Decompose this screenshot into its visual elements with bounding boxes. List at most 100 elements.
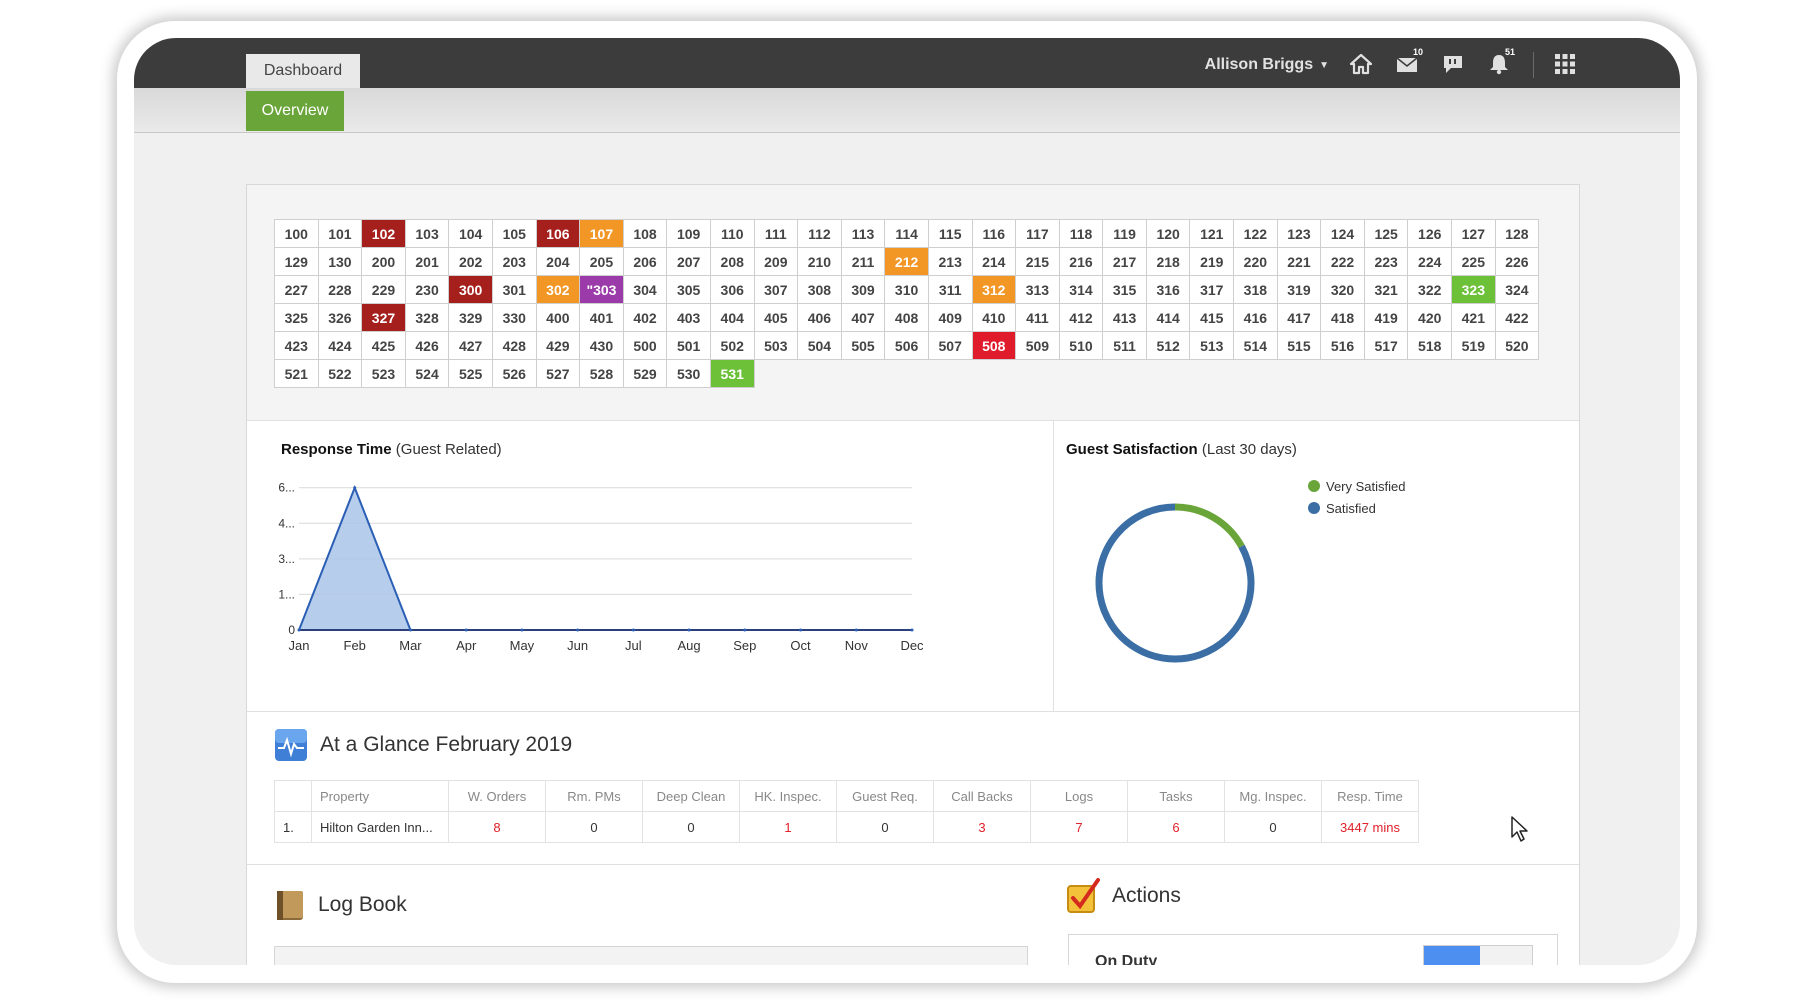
room-cell[interactable]: 515 <box>1277 332 1322 360</box>
room-cell[interactable]: 201 <box>405 248 450 276</box>
room-cell[interactable]: 222 <box>1321 248 1365 276</box>
room-cell[interactable]: 121 <box>1190 220 1235 248</box>
room-cell[interactable]: 525 <box>449 360 493 388</box>
room-cell[interactable]: 327 <box>362 304 406 332</box>
room-cell[interactable]: 221 <box>1277 248 1322 276</box>
room-cell[interactable]: 524 <box>405 360 450 388</box>
room-cell[interactable]: 217 <box>1103 248 1147 276</box>
tab-dashboard[interactable]: Dashboard <box>246 54 360 88</box>
data-point[interactable] <box>520 628 524 632</box>
room-cell[interactable]: 228 <box>318 276 363 304</box>
column-header[interactable]: Property <box>311 780 449 812</box>
room-cell[interactable]: 313 <box>1016 276 1060 304</box>
room-cell[interactable]: 308 <box>798 276 842 304</box>
table-row[interactable]: 1. Hilton Garden Inn... 8 0 0 1 0 3 7 6 0 3447 mins <box>274 811 1419 843</box>
data-point[interactable] <box>297 628 301 632</box>
tab-overview[interactable]: Overview <box>246 91 344 131</box>
room-cell[interactable]: 105 <box>492 220 537 248</box>
data-point[interactable] <box>687 628 691 632</box>
room-cell[interactable]: 106 <box>536 220 581 248</box>
bell-icon[interactable]: 51 <box>1487 47 1515 77</box>
metric-cell[interactable]: 1 <box>739 811 837 843</box>
room-cell[interactable]: 112 <box>798 220 842 248</box>
room-cell[interactable]: 422 <box>1495 304 1540 332</box>
room-cell[interactable]: 420 <box>1408 304 1453 332</box>
room-cell[interactable]: 502 <box>710 332 755 360</box>
column-header[interactable]: Logs <box>1030 780 1128 812</box>
room-cell[interactable]: 130 <box>318 248 363 276</box>
room-cell[interactable]: 301 <box>492 276 537 304</box>
room-cell[interactable]: 519 <box>1452 332 1496 360</box>
column-header[interactable]: Rm. PMs <box>545 780 643 812</box>
room-cell[interactable]: 312 <box>972 276 1017 304</box>
column-header[interactable]: Tasks <box>1127 780 1225 812</box>
room-cell[interactable]: 119 <box>1103 220 1147 248</box>
room-cell[interactable]: 206 <box>623 248 668 276</box>
room-cell[interactable]: 208 <box>710 248 755 276</box>
room-cell[interactable]: 407 <box>841 304 886 332</box>
room-cell[interactable]: 202 <box>449 248 493 276</box>
room-cell[interactable]: 326 <box>318 304 363 332</box>
room-cell[interactable]: 122 <box>1234 220 1278 248</box>
metric-cell[interactable]: 8 <box>448 811 546 843</box>
room-cell[interactable]: 111 <box>754 220 799 248</box>
room-cell[interactable]: 426 <box>405 332 450 360</box>
room-cell[interactable]: 117 <box>1016 220 1060 248</box>
room-cell[interactable]: 203 <box>492 248 537 276</box>
room-cell[interactable]: 314 <box>1059 276 1104 304</box>
room-cell[interactable]: 205 <box>580 248 624 276</box>
column-header[interactable]: Mg. Inspec. <box>1224 780 1322 812</box>
metric-cell[interactable]: 0 <box>642 811 740 843</box>
room-cell[interactable]: 427 <box>449 332 493 360</box>
room-cell[interactable]: 214 <box>972 248 1017 276</box>
room-cell[interactable]: 125 <box>1364 220 1409 248</box>
data-point[interactable] <box>464 628 468 632</box>
room-cell[interactable]: 505 <box>841 332 886 360</box>
room-cell[interactable]: 113 <box>841 220 886 248</box>
room-cell[interactable]: 127 <box>1452 220 1496 248</box>
room-cell[interactable]: 302 <box>536 276 581 304</box>
room-cell[interactable]: 322 <box>1408 276 1453 304</box>
room-cell[interactable]: 504 <box>798 332 842 360</box>
home-icon[interactable] <box>1349 53 1375 77</box>
metric-cell[interactable]: 3 <box>933 811 1031 843</box>
donut-slice[interactable] <box>1174 503 1245 549</box>
room-cell[interactable]: 517 <box>1364 332 1409 360</box>
room-cell[interactable]: 321 <box>1364 276 1409 304</box>
legend-item[interactable]: Very Satisfied <box>1308 475 1406 497</box>
room-cell[interactable]: 414 <box>1146 304 1191 332</box>
room-cell[interactable]: 128 <box>1495 220 1540 248</box>
room-cell[interactable]: 512 <box>1146 332 1191 360</box>
room-cell[interactable]: 411 <box>1016 304 1060 332</box>
legend-item[interactable]: Satisfied <box>1308 497 1406 519</box>
room-cell[interactable]: 418 <box>1321 304 1365 332</box>
room-cell[interactable]: 110 <box>710 220 755 248</box>
room-cell[interactable]: 210 <box>798 248 842 276</box>
room-cell[interactable]: 508 <box>972 332 1017 360</box>
room-cell[interactable]: 226 <box>1495 248 1540 276</box>
column-header[interactable]: HK. Inspec. <box>739 780 837 812</box>
room-cell[interactable]: 207 <box>667 248 711 276</box>
room-cell[interactable]: 219 <box>1190 248 1235 276</box>
room-cell[interactable]: 213 <box>928 248 973 276</box>
room-cell[interactable]: 503 <box>754 332 799 360</box>
room-cell[interactable]: 309 <box>841 276 886 304</box>
room-cell[interactable]: 413 <box>1103 304 1147 332</box>
room-cell[interactable]: 304 <box>623 276 668 304</box>
room-cell[interactable]: 310 <box>885 276 929 304</box>
room-cell[interactable]: 107 <box>580 220 624 248</box>
room-cell[interactable]: 513 <box>1190 332 1235 360</box>
donut-slice[interactable] <box>1095 503 1255 663</box>
room-cell[interactable]: 225 <box>1452 248 1496 276</box>
room-cell[interactable]: 430 <box>580 332 624 360</box>
room-cell[interactable]: 200 <box>362 248 406 276</box>
data-point[interactable] <box>910 628 914 632</box>
room-cell[interactable]: 124 <box>1321 220 1365 248</box>
room-cell[interactable]: 415 <box>1190 304 1235 332</box>
room-cell[interactable]: 324 <box>1495 276 1540 304</box>
column-header[interactable]: Deep Clean <box>642 780 740 812</box>
room-cell[interactable]: 528 <box>580 360 624 388</box>
room-cell[interactable]: 224 <box>1408 248 1453 276</box>
room-cell[interactable]: 300 <box>449 276 493 304</box>
room-cell[interactable]: 530 <box>667 360 711 388</box>
